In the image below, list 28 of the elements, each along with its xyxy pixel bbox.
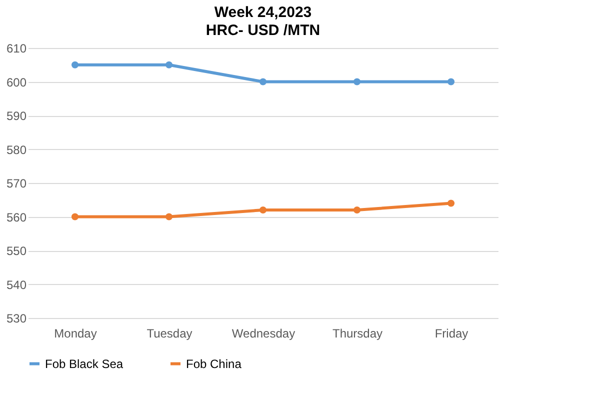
y-tick-label: 550: [6, 244, 27, 258]
y-tick-label: 560: [6, 210, 27, 224]
legend-label: Fob Black Sea: [45, 356, 124, 371]
x-tick-label: Tuesday: [146, 326, 192, 340]
chart-title: Week 24,2023: [214, 4, 312, 21]
point: [447, 200, 455, 207]
y-tick-label: 530: [6, 312, 27, 326]
y-tick-label: 610: [6, 42, 27, 56]
point: [71, 61, 79, 68]
point: [71, 213, 79, 220]
legend-label: Fob China: [186, 356, 242, 371]
x-tick-label: Monday: [54, 326, 97, 340]
y-tick-label: 570: [6, 176, 27, 190]
point: [447, 78, 455, 86]
chart-subtitle: HRC- USD /MTN: [206, 22, 320, 39]
x-tick-label: Friday: [434, 326, 468, 340]
x-tick-label: Wednesday: [232, 326, 296, 340]
point: [353, 78, 361, 86]
point: [353, 206, 361, 214]
y-tick-label: 600: [6, 75, 27, 90]
y-tick-label: 590: [6, 109, 27, 123]
point: [165, 213, 173, 220]
point: [165, 61, 173, 68]
point: [259, 206, 267, 214]
point: [259, 78, 267, 86]
x-tick-label: Thursday: [332, 326, 383, 340]
y-tick-label: 540: [6, 278, 27, 292]
y-tick-label: 580: [6, 142, 27, 157]
